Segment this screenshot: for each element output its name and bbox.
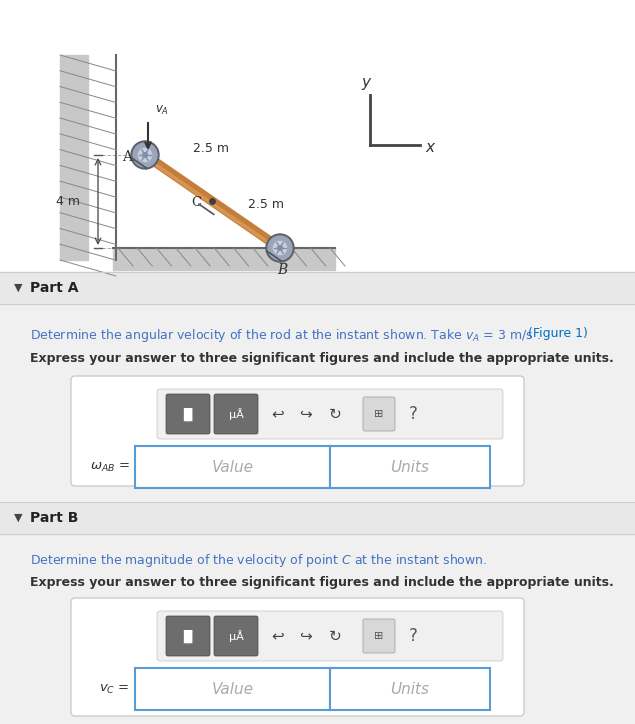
- Text: ↻: ↻: [329, 628, 342, 644]
- FancyBboxPatch shape: [166, 394, 210, 434]
- Circle shape: [143, 153, 147, 157]
- Text: Express your answer to three significant figures and include the appropriate uni: Express your answer to three significant…: [30, 576, 614, 589]
- Circle shape: [133, 143, 157, 167]
- Text: μÅ: μÅ: [229, 630, 243, 642]
- Text: μÅ: μÅ: [229, 408, 243, 420]
- Text: ↩: ↩: [272, 406, 284, 421]
- Text: $\omega_{AB}$ =: $\omega_{AB}$ =: [90, 460, 130, 473]
- Text: y: y: [361, 75, 370, 90]
- Text: Part A: Part A: [30, 281, 79, 295]
- Text: ?: ?: [408, 405, 417, 423]
- Text: ▐▌: ▐▌: [178, 629, 197, 643]
- Bar: [0, 0, 635, 270]
- Circle shape: [266, 234, 294, 262]
- Bar: [330, 446, 490, 488]
- FancyBboxPatch shape: [157, 611, 503, 661]
- Text: 4 m: 4 m: [56, 195, 80, 208]
- Bar: [135, 446, 330, 488]
- Text: C: C: [191, 196, 201, 209]
- Circle shape: [131, 141, 159, 169]
- Circle shape: [138, 148, 152, 161]
- Text: B: B: [277, 263, 287, 277]
- Text: ↪: ↪: [298, 628, 311, 644]
- Text: (Figure 1): (Figure 1): [528, 327, 588, 340]
- Text: A: A: [122, 150, 132, 164]
- Bar: [0, 502, 635, 724]
- FancyBboxPatch shape: [166, 616, 210, 656]
- Text: Determine the angular velocity of the rod at the instant shown. Take $v_A$ = 3 m: Determine the angular velocity of the ro…: [30, 327, 541, 344]
- FancyBboxPatch shape: [214, 616, 258, 656]
- Text: Units: Units: [391, 681, 429, 696]
- Bar: [60, 55, 88, 260]
- Text: Part B: Part B: [30, 511, 78, 525]
- Text: Units: Units: [391, 460, 429, 474]
- Bar: [0, 502, 635, 534]
- FancyBboxPatch shape: [71, 598, 524, 716]
- Text: ↩: ↩: [272, 628, 284, 644]
- FancyBboxPatch shape: [214, 394, 258, 434]
- Text: ↪: ↪: [298, 406, 311, 421]
- Text: 2.5 m: 2.5 m: [248, 198, 284, 211]
- Text: ▐▌: ▐▌: [178, 408, 197, 421]
- Text: ↻: ↻: [329, 406, 342, 421]
- FancyBboxPatch shape: [363, 397, 395, 431]
- Text: ⊞: ⊞: [374, 631, 384, 641]
- Text: ⊞: ⊞: [374, 409, 384, 419]
- Circle shape: [274, 241, 286, 255]
- Text: Determine the magnitude of the velocity of point $C$ at the instant shown.: Determine the magnitude of the velocity …: [30, 552, 488, 569]
- Text: 2.5 m: 2.5 m: [193, 141, 229, 154]
- FancyBboxPatch shape: [363, 619, 395, 653]
- FancyBboxPatch shape: [157, 389, 503, 439]
- Text: x: x: [425, 140, 434, 154]
- Text: Value: Value: [211, 460, 253, 474]
- FancyBboxPatch shape: [71, 376, 524, 486]
- Circle shape: [277, 245, 283, 251]
- Text: ?: ?: [408, 627, 417, 645]
- Bar: [0, 272, 635, 500]
- Text: ▼: ▼: [14, 283, 22, 293]
- Bar: [135, 668, 330, 710]
- Text: $v_A$: $v_A$: [155, 104, 169, 117]
- Text: $v_C$ =: $v_C$ =: [100, 683, 130, 696]
- Bar: [0, 272, 635, 304]
- Text: Express your answer to three significant figures and include the appropriate uni: Express your answer to three significant…: [30, 352, 614, 365]
- Text: Value: Value: [211, 681, 253, 696]
- Bar: [113, 248, 335, 270]
- Text: ▼: ▼: [14, 513, 22, 523]
- Circle shape: [268, 236, 292, 260]
- Bar: [330, 668, 490, 710]
